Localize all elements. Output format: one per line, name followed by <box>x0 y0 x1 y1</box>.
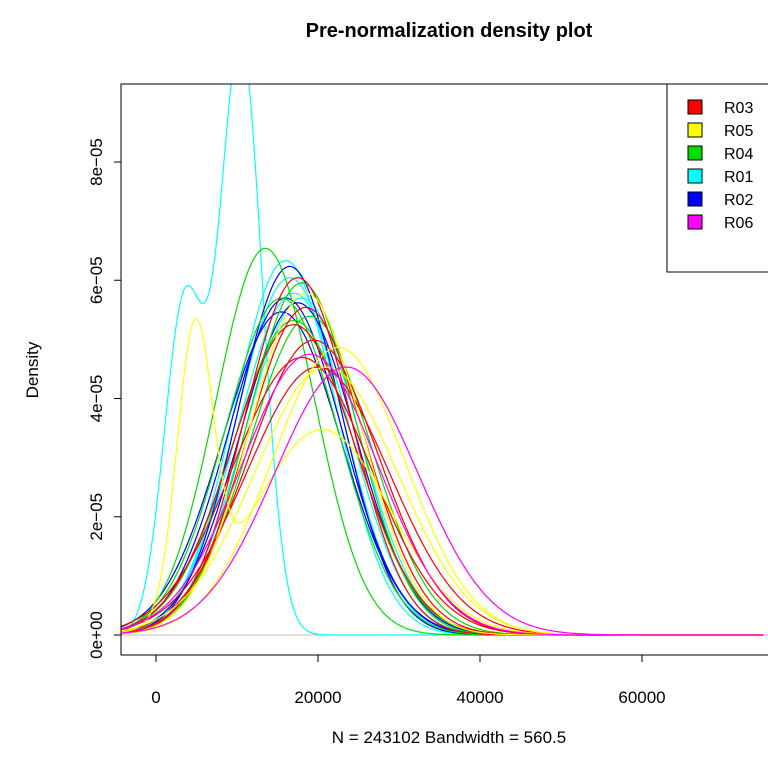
chart-title: Pre-normalization density plot <box>306 20 593 42</box>
legend: R03 R05 R04 R01 R02 R06 <box>666 83 768 273</box>
density-line-r04-10 <box>121 297 764 636</box>
density-line-r01-2 <box>121 276 764 636</box>
density-line-r02-6 <box>121 297 764 636</box>
density-line-r05-21 <box>121 292 764 636</box>
legend-label-r03: R03 <box>724 100 753 117</box>
legend-swatch-r01 <box>687 168 703 184</box>
density-line-r04-11 <box>121 282 764 636</box>
legend-label-r06: R06 <box>724 215 753 232</box>
density-line-r01-3 <box>121 292 764 636</box>
legend-swatch-r02 <box>687 191 703 207</box>
legend-label-r05: R05 <box>724 123 753 140</box>
y-tick-label: 8e−05 <box>87 138 106 186</box>
x-tick-label: 40000 <box>456 688 503 707</box>
y-axis-label: Density <box>23 341 42 398</box>
density-curves <box>121 84 764 636</box>
density-line-r01-1 <box>121 259 764 636</box>
y-tick-label: 2e−05 <box>87 493 106 541</box>
x-axis-label: N = 243102 Bandwidth = 560.5 <box>332 728 566 747</box>
x-tick-label: 0 <box>151 688 160 707</box>
density-line-r02-7 <box>121 302 764 636</box>
legend-label-r01: R01 <box>724 169 753 186</box>
density-line-r03-18 <box>121 356 764 636</box>
y-tick-label: 6e−05 <box>87 256 106 304</box>
y-tick-label: 0e+00 <box>87 611 106 659</box>
legend-box <box>666 83 768 273</box>
density-line-r06-25 <box>121 353 764 636</box>
x-tick-label: 60000 <box>618 688 665 707</box>
density-line-r05-22 <box>121 346 764 636</box>
density-line-r02-5 <box>121 265 764 636</box>
y-tick-label: 4e−05 <box>87 375 106 423</box>
y-axis: 0e+00 2e−05 4e−05 6e−05 8e−05 <box>87 138 122 659</box>
legend-swatch-r04 <box>687 145 703 161</box>
legend-swatch-r05 <box>687 122 703 138</box>
legend-swatch-r06 <box>687 214 703 230</box>
x-tick-label: 20000 <box>294 688 341 707</box>
density-line-r04-9 <box>121 247 764 636</box>
legend-swatch-r03 <box>687 99 703 115</box>
x-axis: 0 20000 40000 60000 <box>151 654 666 707</box>
legend-label-r02: R02 <box>724 192 753 209</box>
legend-label-r04: R04 <box>724 146 753 163</box>
density-line-r01-4 <box>121 297 764 636</box>
density-line-r03-14 <box>121 276 764 636</box>
